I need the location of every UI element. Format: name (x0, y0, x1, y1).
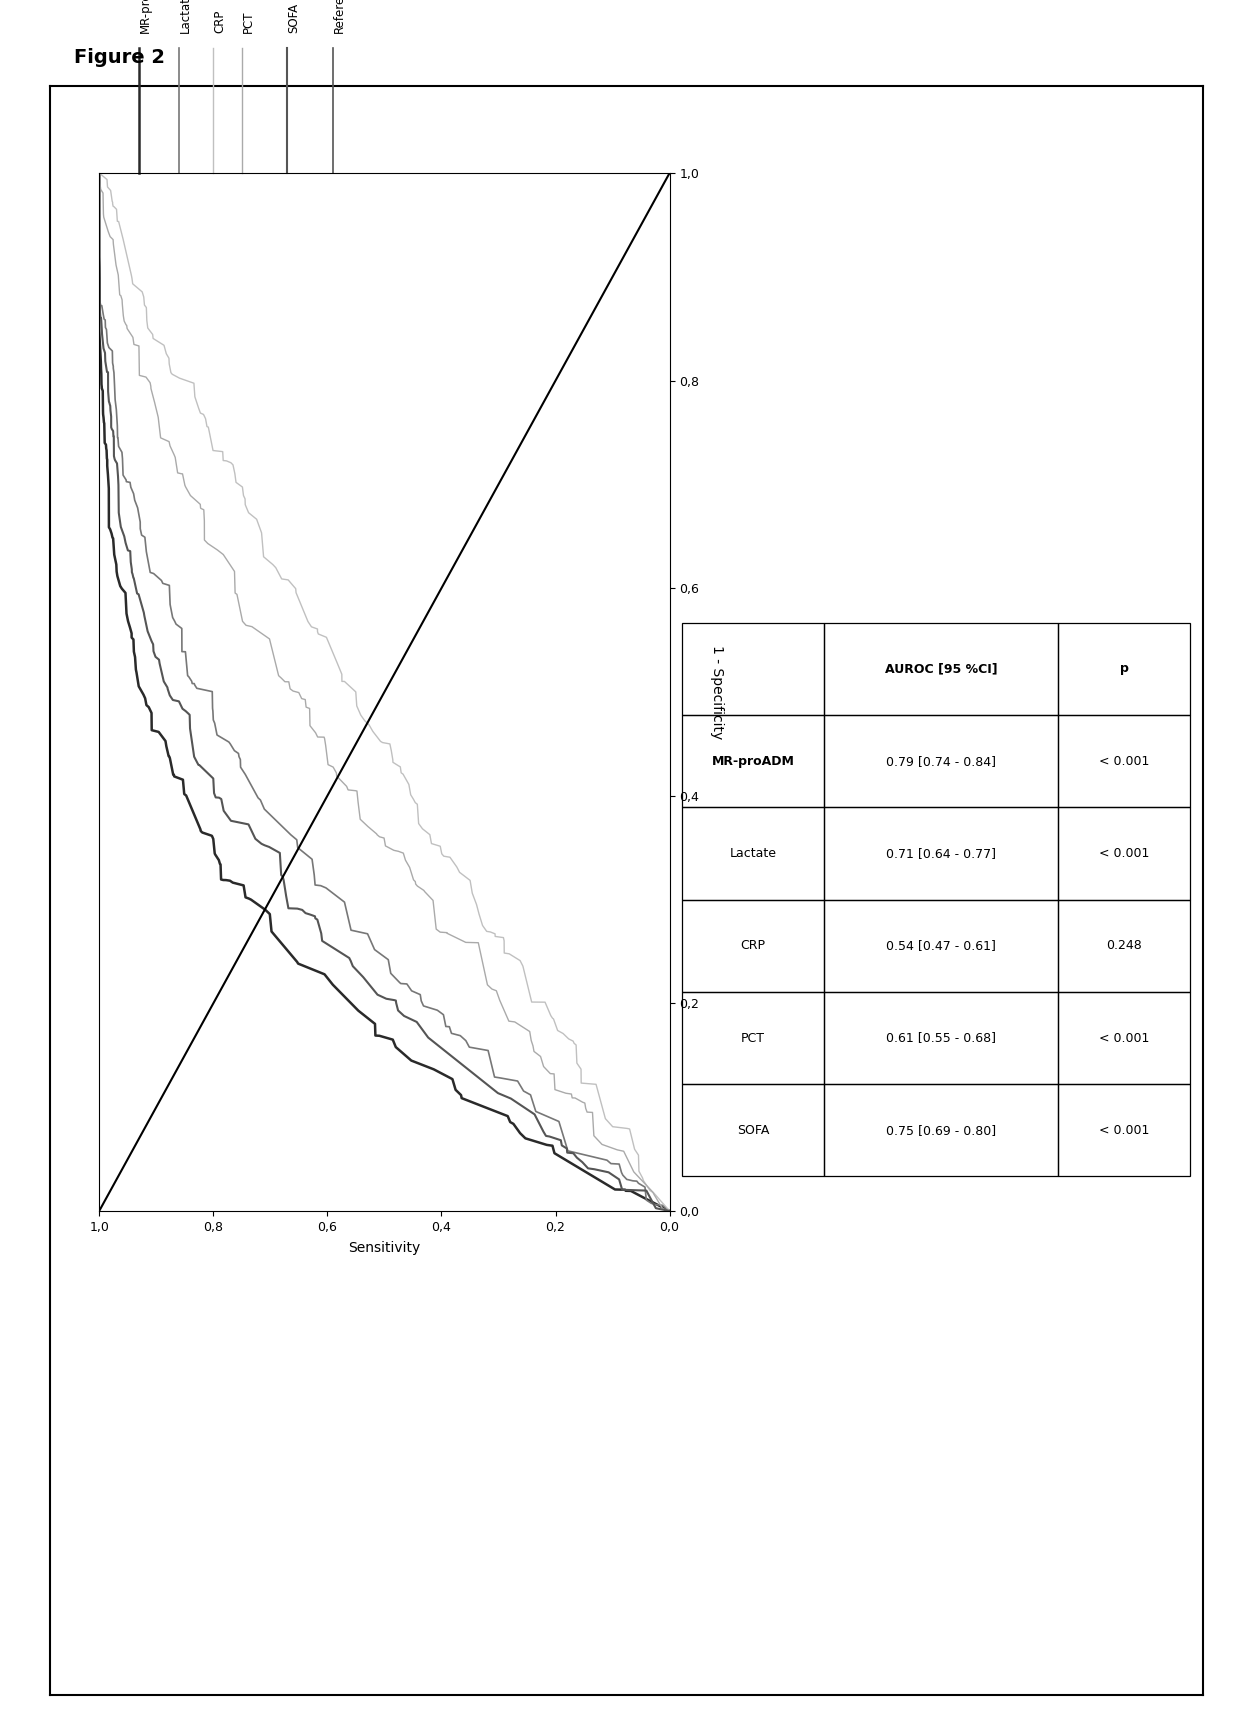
Y-axis label: 1 - Specificity: 1 - Specificity (711, 645, 724, 739)
Text: MR-proADM: MR-proADM (712, 754, 795, 768)
Bar (825, 1085, 1058, 1176)
Bar (1058, 991, 1190, 1085)
Bar (682, 1085, 825, 1176)
Bar (1058, 623, 1190, 714)
Bar (682, 714, 825, 808)
Text: Lactate: Lactate (729, 848, 776, 860)
Bar (682, 991, 825, 1085)
Text: Lactate: Lactate (179, 0, 192, 33)
Bar (825, 991, 1058, 1085)
Text: AUROC [95 %CI]: AUROC [95 %CI] (885, 663, 998, 675)
Text: 0.75 [0.69 - 0.80]: 0.75 [0.69 - 0.80] (887, 1124, 997, 1137)
Text: Figure 2: Figure 2 (74, 48, 165, 67)
Bar (682, 623, 825, 714)
Text: CRP: CRP (740, 939, 765, 952)
Text: < 0.001: < 0.001 (1099, 1031, 1149, 1045)
Bar (1058, 900, 1190, 991)
Bar (825, 900, 1058, 991)
Text: p: p (1120, 663, 1128, 675)
Text: CRP: CRP (213, 9, 226, 33)
Text: < 0.001: < 0.001 (1099, 1124, 1149, 1137)
Text: PCT: PCT (242, 10, 254, 33)
Text: MR-proADM: MR-proADM (139, 0, 153, 33)
Text: 0.79 [0.74 - 0.84]: 0.79 [0.74 - 0.84] (887, 754, 996, 768)
Bar (825, 714, 1058, 808)
Bar (825, 623, 1058, 714)
Text: Reference: Reference (334, 0, 346, 33)
Text: SOFA: SOFA (288, 3, 300, 33)
Bar (1058, 1085, 1190, 1176)
Bar (682, 900, 825, 991)
Text: 0.54 [0.47 - 0.61]: 0.54 [0.47 - 0.61] (887, 939, 996, 952)
Text: < 0.001: < 0.001 (1099, 754, 1149, 768)
X-axis label: Sensitivity: Sensitivity (348, 1240, 420, 1254)
Text: PCT: PCT (742, 1031, 765, 1045)
Bar (682, 808, 825, 900)
Bar (1058, 808, 1190, 900)
Text: 0.61 [0.55 - 0.68]: 0.61 [0.55 - 0.68] (887, 1031, 996, 1045)
Text: 0.71 [0.64 - 0.77]: 0.71 [0.64 - 0.77] (887, 848, 996, 860)
Text: SOFA: SOFA (737, 1124, 769, 1137)
Bar (825, 808, 1058, 900)
Text: 0.248: 0.248 (1106, 939, 1142, 952)
Text: < 0.001: < 0.001 (1099, 848, 1149, 860)
Bar (1058, 714, 1190, 808)
